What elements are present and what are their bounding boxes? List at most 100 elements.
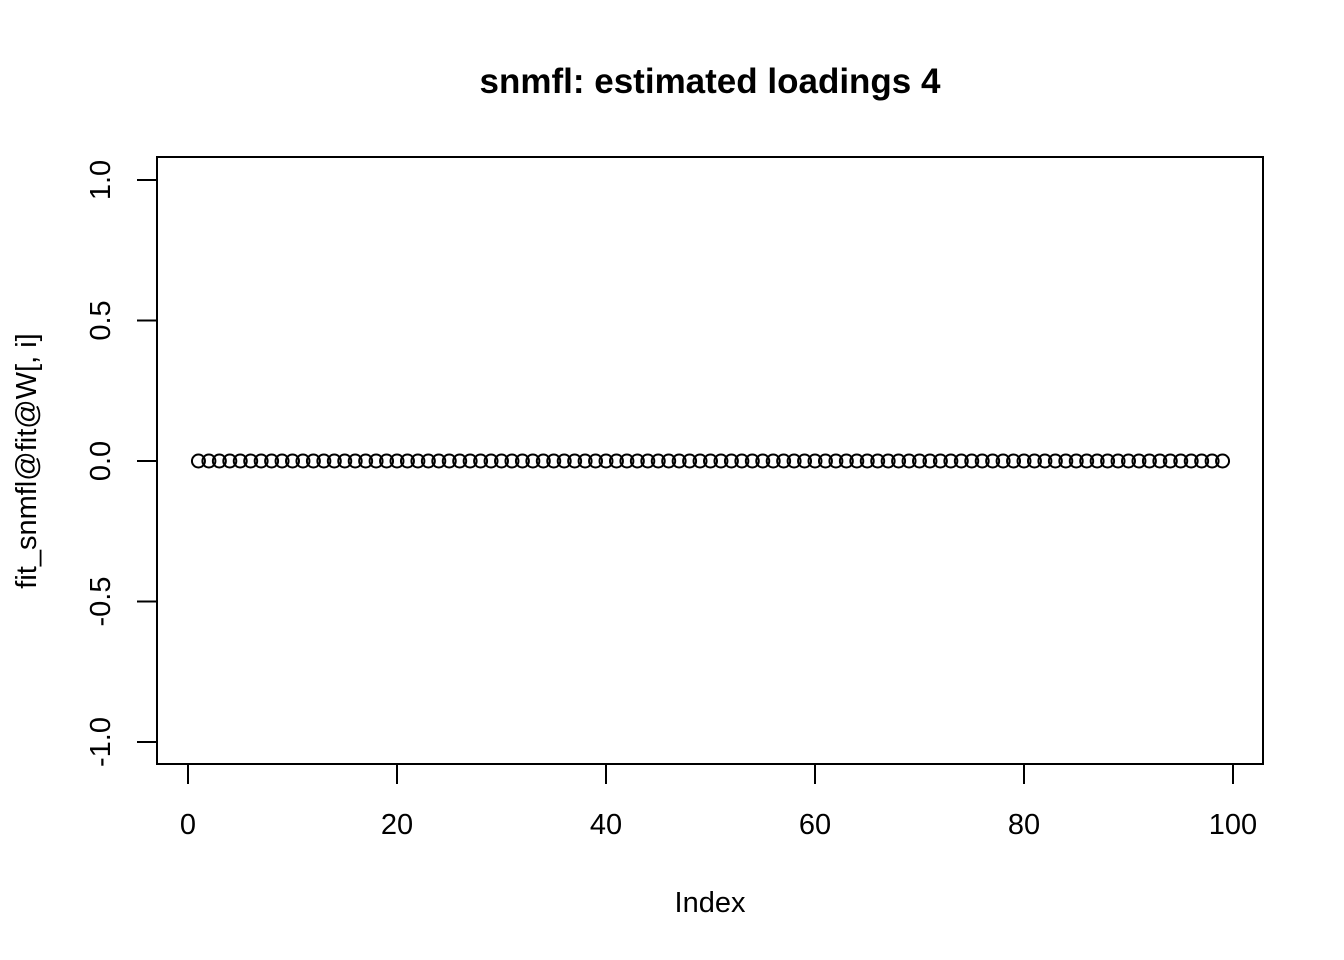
data-point <box>358 453 374 469</box>
data-point <box>1215 453 1231 469</box>
data-point <box>953 453 969 469</box>
data-point <box>441 453 457 469</box>
y-tick-label: 1.0 <box>85 160 117 200</box>
data-point <box>410 453 426 469</box>
data-point <box>420 453 436 469</box>
data-point <box>797 453 813 469</box>
data-point <box>629 453 645 469</box>
data-point <box>222 453 238 469</box>
x-tick-label: 100 <box>1209 809 1257 841</box>
data-point <box>190 453 206 469</box>
data-point <box>692 453 708 469</box>
data-point <box>765 453 781 469</box>
data-point <box>1141 453 1157 469</box>
data-point <box>504 453 520 469</box>
data-point <box>1152 453 1168 469</box>
data-point <box>285 453 300 469</box>
data-point <box>723 453 739 469</box>
data-point <box>807 453 823 469</box>
data-point <box>640 453 656 469</box>
data-point <box>744 453 760 469</box>
data-point <box>473 453 489 469</box>
data-point <box>870 453 886 469</box>
data-point <box>943 453 959 469</box>
data-point <box>232 453 248 469</box>
data-point <box>995 453 1011 469</box>
data-point <box>1026 453 1042 469</box>
data-point <box>253 453 269 469</box>
data-point <box>849 453 865 469</box>
data-point <box>650 453 666 469</box>
chart-title: snmfl: estimated loadings 4 <box>480 62 941 101</box>
x-axis: 0 20 40 60 80 100 <box>180 763 1257 841</box>
x-tick-label: 80 <box>1008 809 1040 841</box>
data-point <box>1162 453 1178 469</box>
data-point <box>201 453 217 469</box>
data-point <box>901 453 917 469</box>
data-point <box>462 453 478 469</box>
data-point <box>347 453 363 469</box>
data-point <box>295 453 311 469</box>
y-tick-label: 0.0 <box>85 441 117 481</box>
data-point <box>1183 453 1199 469</box>
x-tick-label: 20 <box>381 809 413 841</box>
data-point <box>452 453 468 469</box>
data-point <box>399 453 415 469</box>
data-point <box>1068 453 1084 469</box>
data-point <box>608 453 624 469</box>
data-point <box>1079 453 1095 469</box>
data-point <box>1204 453 1220 469</box>
data-point <box>368 453 384 469</box>
data-point <box>912 453 927 469</box>
data-point <box>682 453 698 469</box>
data-point <box>964 453 980 469</box>
data-point <box>1100 453 1116 469</box>
data-point <box>786 453 802 469</box>
data-point <box>588 453 604 469</box>
data-point <box>703 453 718 469</box>
data-point <box>1089 453 1105 469</box>
data-point <box>828 453 844 469</box>
data-point <box>431 453 447 469</box>
data-point <box>817 453 833 469</box>
data-point <box>1194 453 1210 469</box>
y-axis-label: fit_snmfl@fit@W[, i] <box>11 333 43 588</box>
data-point <box>891 453 907 469</box>
plot-area-frame <box>156 156 1264 765</box>
data-point <box>494 453 509 469</box>
data-point <box>546 453 562 469</box>
y-tick-label: -1.0 <box>85 717 117 767</box>
data-point <box>337 453 353 469</box>
data-point <box>619 453 635 469</box>
data-point <box>379 453 395 469</box>
data-point <box>755 453 771 469</box>
data-point <box>567 453 583 469</box>
data-point <box>1110 453 1126 469</box>
data-point <box>525 453 541 469</box>
data-point <box>661 453 677 469</box>
x-tick-label: 40 <box>590 809 622 841</box>
data-point <box>1173 453 1189 469</box>
data-point <box>211 453 227 469</box>
data-point <box>713 453 729 469</box>
data-point <box>264 453 280 469</box>
data-point <box>577 453 593 469</box>
y-axis: -1.0 -0.5 0.0 0.5 1.0 <box>85 160 158 767</box>
data-point <box>483 453 499 469</box>
data-point <box>1047 453 1063 469</box>
data-point <box>305 453 321 469</box>
data-point <box>535 453 551 469</box>
data-point <box>274 453 290 469</box>
data-point <box>838 453 854 469</box>
data-point <box>598 453 614 469</box>
data-point <box>556 453 572 469</box>
data-point <box>1016 453 1032 469</box>
y-tick-label: 0.5 <box>85 300 117 340</box>
data-point <box>514 453 530 469</box>
data-point <box>985 453 1001 469</box>
data-point <box>859 453 875 469</box>
data-point <box>776 453 792 469</box>
x-tick-label: 0 <box>180 809 196 841</box>
data-point <box>389 453 405 469</box>
